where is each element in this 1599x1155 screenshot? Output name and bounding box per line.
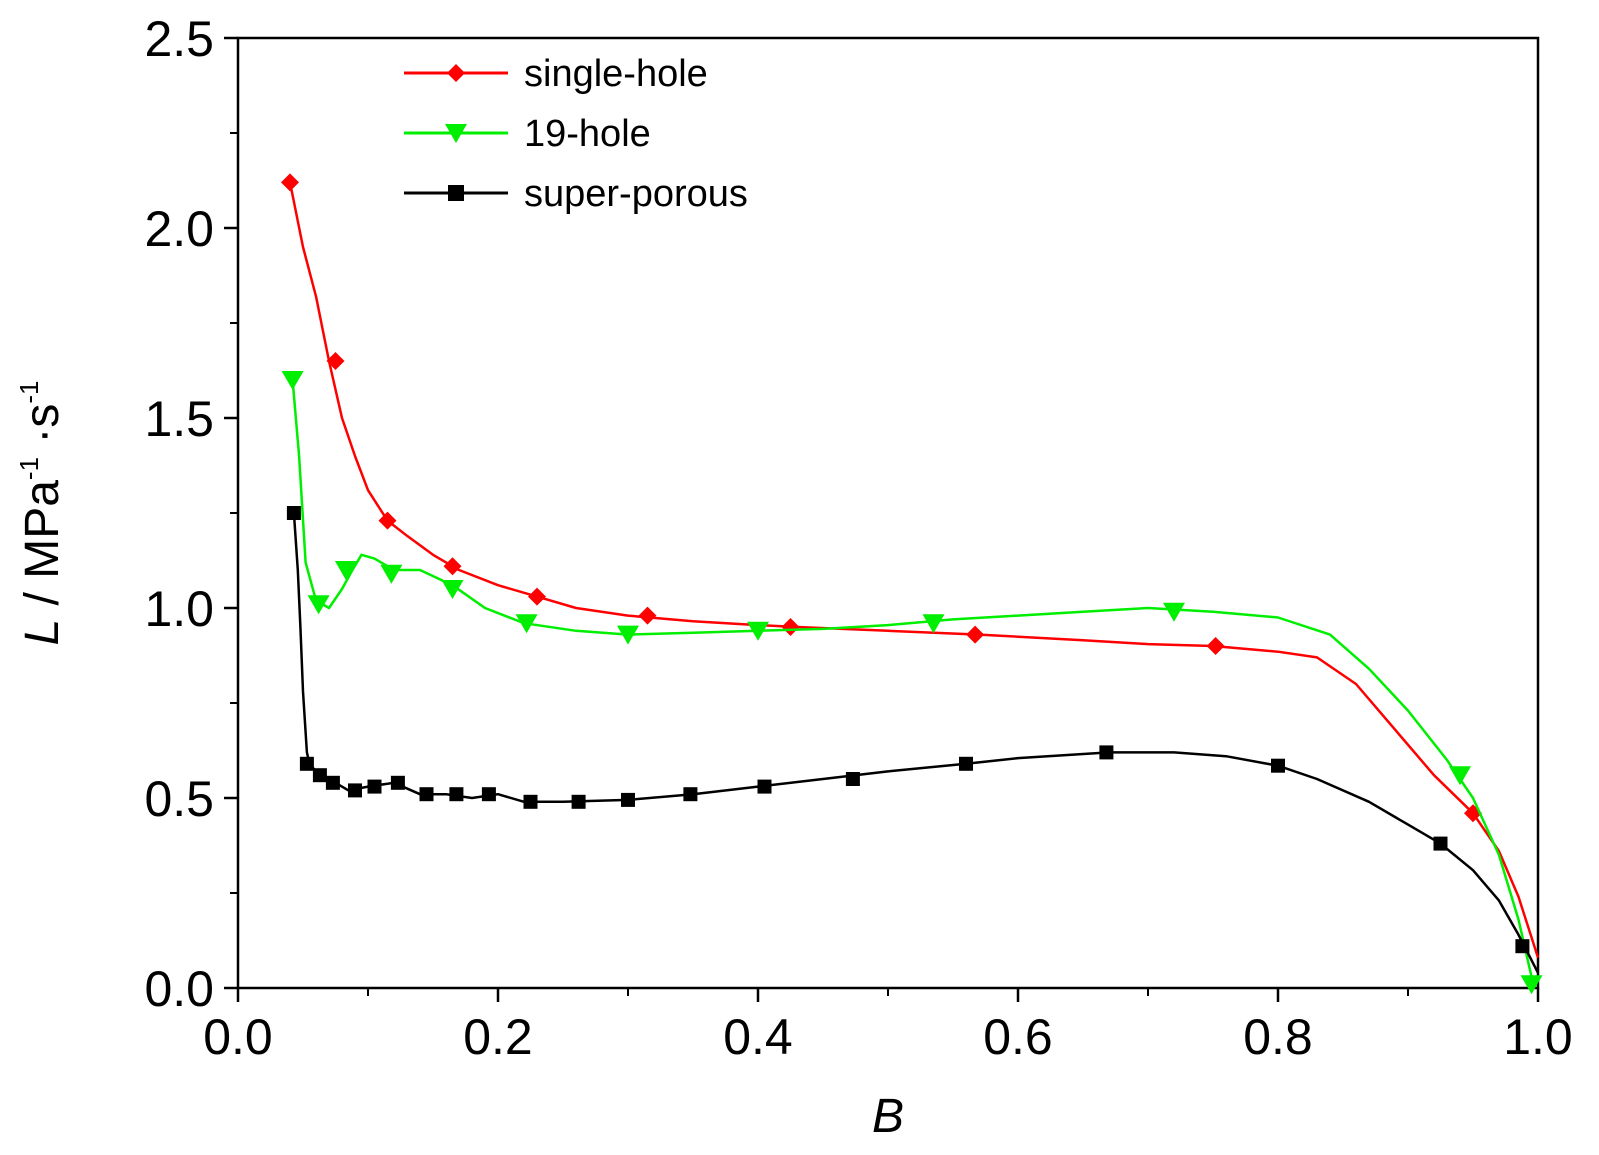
data-point-single-hole <box>1206 637 1225 655</box>
y-axis-title-mid: ·s <box>16 404 69 457</box>
legend-item-19-hole: 19-hole <box>404 113 651 155</box>
y-tick-label: 2.0 <box>144 201 214 257</box>
data-point-super-porous <box>1099 745 1114 760</box>
y-tick-label: 0.0 <box>144 961 214 1017</box>
data-point-super-porous <box>757 779 772 794</box>
data-point-super-porous <box>390 775 405 790</box>
series-19-hole <box>281 371 1543 995</box>
data-point-super-porous <box>348 783 362 798</box>
data-point-single-hole <box>378 511 397 530</box>
legend-label-single-hole: single-hole <box>524 53 708 95</box>
data-point-super-porous <box>1433 836 1448 851</box>
series-single-hole <box>281 173 1540 958</box>
data-point-super-porous <box>621 792 635 807</box>
data-point-super-porous <box>449 787 464 802</box>
legend-marker-single-hole <box>447 64 465 82</box>
data-point-super-porous <box>1515 939 1530 954</box>
data-point-19-hole <box>281 371 304 390</box>
data-point-super-porous <box>523 794 538 809</box>
y-tick-label: 0.5 <box>144 771 214 827</box>
x-tick-label: 0.4 <box>723 1009 793 1065</box>
y-tick-label: 1.0 <box>144 581 214 637</box>
x-tick-label: 0.6 <box>983 1009 1053 1065</box>
data-point-single-hole <box>638 606 657 625</box>
y-axis-title-symbol: L <box>16 619 69 646</box>
series-line-single-hole <box>288 182 1540 958</box>
legend-label-19-hole: 19-hole <box>524 113 651 155</box>
legend-item-single-hole: single-hole <box>404 53 708 95</box>
x-tick-label: 0.8 <box>1243 1009 1313 1065</box>
series-layer <box>281 173 1543 995</box>
data-point-single-hole <box>326 352 345 370</box>
y-axis-title-sup1: -1 <box>14 457 44 480</box>
legend-marker-super-porous <box>448 185 464 201</box>
x-tick-label: 0.2 <box>463 1009 533 1065</box>
data-point-super-porous <box>571 794 586 809</box>
data-point-single-hole <box>443 557 462 576</box>
data-point-single-hole <box>966 625 985 644</box>
data-point-super-porous <box>845 772 860 786</box>
data-point-19-hole <box>380 564 403 584</box>
data-point-super-porous <box>367 779 382 794</box>
data-point-single-hole <box>781 618 800 636</box>
data-point-super-porous <box>419 787 434 802</box>
data-point-19-hole <box>747 621 769 641</box>
y-tick-label: 2.5 <box>144 11 214 67</box>
x-axis-title: B <box>872 1090 904 1143</box>
x-tick-label: 1.0 <box>1503 1009 1573 1065</box>
data-point-19-hole <box>515 614 538 634</box>
legend-marker-19-hole <box>445 124 467 143</box>
tick-labels: 0.0 0.2 0.4 0.6 0.8 1.0 0.0 0.5 1.0 1.5 2.0 2.5 <box>144 11 1572 1065</box>
y-tick-label: 1.5 <box>144 391 214 447</box>
data-point-super-porous <box>1271 758 1285 773</box>
y-axis-title-unit: / MPa <box>16 480 69 619</box>
data-point-single-hole <box>281 173 299 192</box>
plot-frame <box>236 36 1540 990</box>
x-tick-label: 0.0 <box>203 1009 273 1065</box>
legend-item-super-porous: super-porous <box>404 173 748 215</box>
data-point-super-porous <box>481 787 496 802</box>
data-point-super-porous <box>325 775 340 790</box>
data-point-19-hole <box>334 561 357 580</box>
data-point-super-porous <box>299 756 314 771</box>
series-line-19-hole <box>291 379 1533 977</box>
data-point-19-hole <box>617 625 639 645</box>
data-point-19-hole <box>1449 766 1471 786</box>
data-point-19-hole <box>307 595 330 615</box>
series-super-porous <box>286 506 1540 974</box>
y-axis-title: L / MPa-1 ·s-1 <box>14 381 69 646</box>
data-point-super-porous <box>286 506 301 520</box>
data-point-super-porous <box>312 768 327 783</box>
data-point-super-porous <box>959 756 973 771</box>
y-axis-title-sup2: -1 <box>14 381 44 404</box>
legend: single-hole 19-hole super-porous <box>404 53 748 215</box>
legend-label-super-porous: super-porous <box>524 173 748 215</box>
axis-ticks <box>224 36 1540 1002</box>
data-point-19-hole <box>1520 975 1543 995</box>
data-point-single-hole <box>528 587 546 606</box>
data-point-19-hole <box>922 614 945 634</box>
data-point-19-hole <box>1163 602 1185 622</box>
data-point-super-porous <box>683 787 698 802</box>
series-line-super-porous <box>292 512 1540 974</box>
data-point-19-hole <box>441 580 464 599</box>
